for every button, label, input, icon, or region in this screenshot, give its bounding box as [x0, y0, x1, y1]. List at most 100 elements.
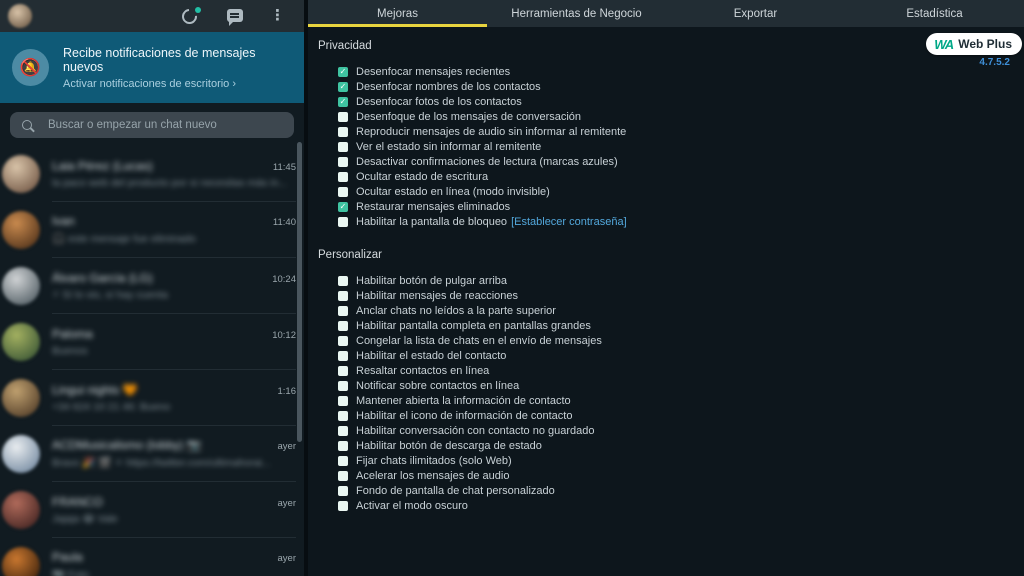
- option-label: Acelerar los mensajes de audio: [356, 469, 510, 482]
- settings-option-row[interactable]: Habilitar botón de descarga de estado: [338, 438, 1024, 453]
- kebab-icon: ⋮: [270, 7, 285, 24]
- checkbox[interactable]: [338, 440, 348, 451]
- chat-list-item[interactable]: Ivan 11:40 🎧 este mensaje fue eliminado: [0, 202, 304, 258]
- option-list: Desenfocar mensajes recientes Desenfocar…: [338, 64, 1024, 229]
- option-label: Fijar chats ilimitados (solo Web): [356, 454, 512, 467]
- checkbox[interactable]: [338, 335, 348, 346]
- chat-list-item[interactable]: FRANCO ayer Jajaja 😂 Vale: [0, 482, 304, 538]
- new-chat-icon[interactable]: [226, 7, 244, 26]
- chat-contact-name: Álvaro García (LG): [52, 270, 153, 285]
- checkbox[interactable]: [338, 455, 348, 466]
- chat-list-item[interactable]: Paloma 10:12 Buenos: [0, 314, 304, 370]
- checkbox[interactable]: [338, 395, 348, 406]
- search-input[interactable]: Buscar o empezar un chat nuevo: [10, 112, 294, 138]
- notifications-banner[interactable]: 🔕 Recibe notificaciones de mensajes nuev…: [0, 32, 304, 103]
- settings-option-row[interactable]: Habilitar mensajes de reacciones: [338, 288, 1024, 303]
- tab-label: Exportar: [733, 7, 778, 20]
- settings-option-row[interactable]: Ocultar estado en línea (modo invisible): [338, 184, 1024, 199]
- set-password-link[interactable]: [Establecer contraseña]: [511, 215, 627, 228]
- chat-contact-name: ACDMusicalismo (lobby) 📷: [52, 438, 202, 452]
- wa-web-plus-settings-panel: Mejoras Herramientas de Negocio Exportar…: [308, 0, 1024, 576]
- settings-option-row[interactable]: Reproducir mensajes de audio sin informa…: [338, 124, 1024, 139]
- tab-estadística[interactable]: Estadística: [845, 0, 1024, 27]
- settings-option-row[interactable]: Desenfocar nombres de los contactos: [338, 79, 1024, 94]
- settings-option-row[interactable]: Resaltar contactos en línea: [338, 363, 1024, 378]
- checkbox[interactable]: [338, 320, 348, 331]
- settings-option-row[interactable]: Congelar la lista de chats en el envío d…: [338, 333, 1024, 348]
- checkbox[interactable]: [338, 216, 348, 227]
- option-label: Habilitar botón de pulgar arriba: [356, 274, 508, 287]
- contact-avatar: [2, 211, 40, 249]
- option-label: Restaurar mensajes eliminados: [356, 200, 511, 213]
- checkbox[interactable]: [338, 141, 348, 152]
- settings-option-row[interactable]: Notificar sobre contactos en línea: [338, 378, 1024, 393]
- chat-timestamp: 1:16: [277, 385, 297, 397]
- checkbox[interactable]: [338, 350, 348, 361]
- checkbox[interactable]: [338, 425, 348, 436]
- settings-option-row[interactable]: Ver el estado sin informar al remitente: [338, 139, 1024, 154]
- settings-option-row[interactable]: Restaurar mensajes eliminados: [338, 199, 1024, 214]
- option-label: Resaltar contactos en línea: [356, 364, 490, 377]
- checkbox[interactable]: [338, 186, 348, 197]
- checkbox[interactable]: [338, 111, 348, 122]
- chat-list-item[interactable]: ACDMusicalismo (lobby) 📷 ayer Bravo 🎉 🎬 …: [0, 426, 304, 482]
- checkbox[interactable]: [338, 201, 348, 212]
- chat-list-scrollbar[interactable]: [297, 142, 302, 442]
- settings-option-row[interactable]: Desenfocar fotos de los contactos: [338, 94, 1024, 109]
- settings-option-row[interactable]: Habilitar el icono de información de con…: [338, 408, 1024, 423]
- checkbox[interactable]: [338, 305, 348, 316]
- tab-mejoras[interactable]: Mejoras: [308, 0, 487, 27]
- wa-web-plus-badge[interactable]: WA Web Plus: [926, 33, 1022, 55]
- settings-option-row[interactable]: Fondo de pantalla de chat personalizado: [338, 483, 1024, 498]
- settings-option-row[interactable]: Fijar chats ilimitados (solo Web): [338, 453, 1024, 468]
- settings-option-row[interactable]: Habilitar la pantalla de bloqueo [Establ…: [338, 214, 1024, 229]
- tab-herramientas-de-negocio[interactable]: Herramientas de Negocio: [487, 0, 666, 27]
- checkbox[interactable]: [338, 66, 348, 77]
- settings-option-row[interactable]: Ocultar estado de escritura: [338, 169, 1024, 184]
- chat-list-item[interactable]: Paula ayer 📷 Foto: [0, 538, 304, 576]
- checkbox[interactable]: [338, 500, 348, 511]
- settings-option-row[interactable]: Desenfocar mensajes recientes: [338, 64, 1024, 79]
- chat-list-item[interactable]: Laia Pérez (Lucas) 11:45 la paco web del…: [0, 146, 304, 202]
- chat-list-item[interactable]: Lingui nights 🧡 1:16 +34 624 10 21 46: B…: [0, 370, 304, 426]
- new-status-dot: [195, 7, 201, 13]
- checkbox[interactable]: [338, 171, 348, 182]
- option-label: Ver el estado sin informar al remitente: [356, 140, 542, 153]
- checkbox[interactable]: [338, 156, 348, 167]
- chat-list-item[interactable]: Álvaro García (LG) 10:24 ⚡ Sí lo vio, sí…: [0, 258, 304, 314]
- settings-option-row[interactable]: Habilitar botón de pulgar arriba: [338, 273, 1024, 288]
- checkbox[interactable]: [338, 380, 348, 391]
- chat-bubble-icon: [227, 9, 243, 26]
- settings-option-row[interactable]: Desenfoque de los mensajes de conversaci…: [338, 109, 1024, 124]
- checkbox[interactable]: [338, 485, 348, 496]
- notification-banner-action[interactable]: Activar notificaciones de escritorio ›: [63, 77, 237, 90]
- checkbox[interactable]: [338, 290, 348, 301]
- checkbox[interactable]: [338, 81, 348, 92]
- status-icon[interactable]: [178, 5, 201, 28]
- settings-option-row[interactable]: Mantener abierta la información de conta…: [338, 393, 1024, 408]
- tab-exportar[interactable]: Exportar: [666, 0, 845, 27]
- settings-option-row[interactable]: Activar el modo oscuro: [338, 498, 1024, 513]
- checkbox[interactable]: [338, 470, 348, 481]
- settings-option-row[interactable]: Habilitar pantalla completa en pantallas…: [338, 318, 1024, 333]
- menu-icon[interactable]: ⋮: [270, 7, 288, 25]
- settings-option-row[interactable]: Anclar chats no leídos a la parte superi…: [338, 303, 1024, 318]
- chat-timestamp: 11:40: [272, 217, 296, 228]
- contact-avatar: [2, 435, 40, 473]
- section-title: Privacidad: [318, 40, 372, 52]
- checkbox[interactable]: [338, 126, 348, 137]
- chat-contact-name: Paula: [52, 550, 83, 564]
- checkbox[interactable]: [338, 410, 348, 421]
- profile-avatar[interactable]: [8, 4, 32, 28]
- chat-message-preview: ⚡ Sí lo vio, sí hay cuenta: [52, 288, 168, 301]
- search-container: Buscar o empezar un chat nuevo: [0, 103, 304, 146]
- chat-message-preview: la paco web del producto por si necesita…: [52, 176, 288, 189]
- checkbox[interactable]: [338, 96, 348, 107]
- checkbox[interactable]: [338, 275, 348, 286]
- checkbox[interactable]: [338, 365, 348, 376]
- wa-web-plus-logo-icon: WA: [934, 36, 954, 52]
- settings-option-row[interactable]: Acelerar los mensajes de audio: [338, 468, 1024, 483]
- settings-option-row[interactable]: Desactivar confirmaciones de lectura (ma…: [338, 154, 1024, 169]
- settings-option-row[interactable]: Habilitar el estado del contacto: [338, 348, 1024, 363]
- settings-option-row[interactable]: Habilitar conversación con contacto no g…: [338, 423, 1024, 438]
